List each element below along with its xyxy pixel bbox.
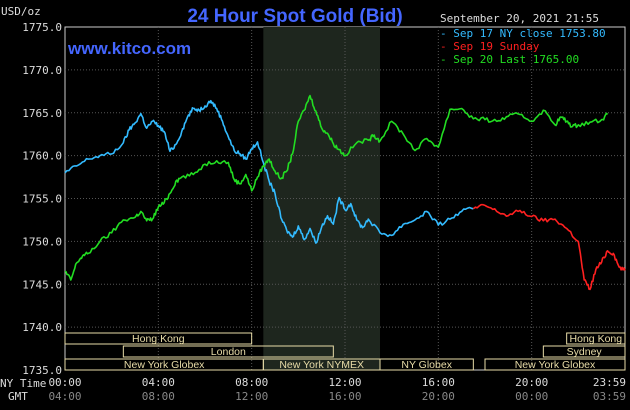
y-tick-label: 1775.0 xyxy=(22,21,62,34)
market-sessions: Hong Kong London New York Globex New York N… xyxy=(64,332,626,371)
session-bar xyxy=(566,332,626,345)
x-tick-label-ny: 08:00 xyxy=(235,376,268,389)
legend-sep17: - Sep 17 NY close 1753.80 xyxy=(440,27,606,40)
session-label: London xyxy=(211,346,246,358)
session-bar xyxy=(379,358,474,371)
y-tick-label: 1740.0 xyxy=(22,321,62,334)
session-label: New York Globex xyxy=(124,359,205,371)
gridlines xyxy=(65,27,625,370)
x-tick-label-gmt: 08:00 xyxy=(142,390,175,403)
session-label: Hong Kong xyxy=(570,333,623,345)
x-tick-label-gmt: 20:00 xyxy=(422,390,455,403)
series-line-sep20 xyxy=(64,94,609,281)
y-tick-label: 1760.0 xyxy=(22,150,62,163)
axes: 1735.0 1740.0 1745.0 1750.0 1755.0 1760.0 1765… xyxy=(22,21,626,403)
y-tick-label: 1755.0 xyxy=(22,193,62,206)
y-tick-label: 1735.0 xyxy=(22,364,62,377)
x-tick-label-gmt: 16:00 xyxy=(328,390,361,403)
session-label: Sydney xyxy=(567,346,603,358)
session-bar xyxy=(484,358,626,371)
series-line-sep17 xyxy=(64,99,474,244)
y-tick-label: 1745.0 xyxy=(22,278,62,291)
session-bar xyxy=(542,345,626,358)
x-axis-label-ny: NY Time xyxy=(0,377,46,390)
x-tick-label-ny: 23:59 xyxy=(593,376,626,389)
y-tick-label: 1770.0 xyxy=(22,64,62,77)
x-tick-label-ny: 00:00 xyxy=(48,376,81,389)
datetime-label: September 20, 2021 21:55 xyxy=(440,12,599,25)
x-tick-label-ny: 12:00 xyxy=(328,376,361,389)
session-bar xyxy=(64,332,253,345)
session-label: Hong Kong xyxy=(132,333,185,345)
x-tick-label-ny: 20:00 xyxy=(515,376,548,389)
unit-label: USD/oz xyxy=(1,5,41,18)
session-bar xyxy=(122,345,334,358)
y-tick-label: 1750.0 xyxy=(22,235,62,248)
trading-hours-highlight xyxy=(263,27,380,370)
legend: - Sep 17 NY close 1753.80 - Sep 19 Sunda… xyxy=(440,27,606,66)
session-label: New York NYMEX xyxy=(279,359,364,371)
legend-sep20: - Sep 20 Last 1765.00 xyxy=(440,53,579,66)
chart-title: 24 Hour Spot Gold (Bid) xyxy=(187,6,402,27)
x-tick-label-gmt: 03:59 xyxy=(593,390,626,403)
x-axis-label-gmt: GMT xyxy=(8,390,28,403)
price-lines xyxy=(64,94,626,291)
y-tick-label: 1765.0 xyxy=(22,107,62,120)
legend-sep19: - Sep 19 Sunday xyxy=(440,40,540,53)
series-line-sep19 xyxy=(472,203,626,291)
session-label: New York Globex xyxy=(515,359,596,371)
website-label: www.kitco.com xyxy=(67,39,191,58)
x-tick-label-gmt: 00:00 xyxy=(515,390,548,403)
x-tick-label-gmt: 12:00 xyxy=(235,390,268,403)
x-tick-label-ny: 16:00 xyxy=(422,376,455,389)
x-tick-label-ny: 04:00 xyxy=(142,376,175,389)
session-label: NY Globex xyxy=(401,359,452,371)
x-tick-label-gmt: 04:00 xyxy=(48,390,81,403)
